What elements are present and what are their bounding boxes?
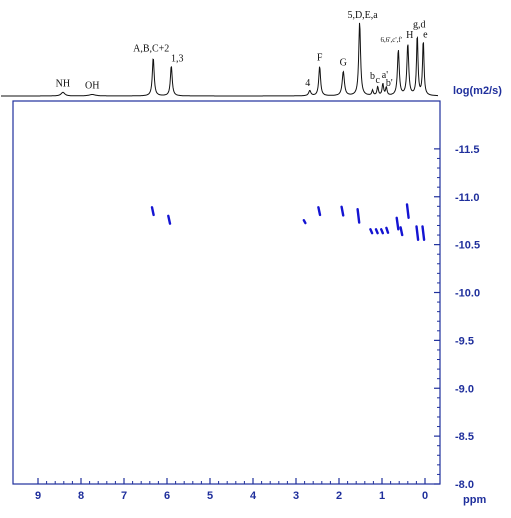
cross-peaks <box>150 203 426 242</box>
y-axis-ticks: -11.5 -11.0 -10.5 -10.0 -9.5 -9.0 -8.5 -8.0 <box>434 144 480 491</box>
x-tick-label: 1 <box>379 490 385 502</box>
cross-peak <box>380 228 384 235</box>
peak-label: b' <box>386 78 393 89</box>
cross-peak <box>317 206 322 217</box>
x-tick-label: 3 <box>293 490 299 502</box>
peak-label: b <box>370 71 375 82</box>
spectrum-1d-projection <box>1 22 438 97</box>
peak-label: OH <box>85 81 99 92</box>
y-tick-label: -9.5 <box>455 335 474 347</box>
y-axis-title: log(m2/s) <box>453 85 502 97</box>
y-tick-label: -11.0 <box>455 192 479 204</box>
y-tick-label: -8.5 <box>455 431 474 443</box>
cross-peak <box>356 207 361 224</box>
x-tick-label: 9 <box>35 490 41 502</box>
peak-label: A,B,C+2 <box>133 44 169 55</box>
spectrum-trace <box>1 22 438 97</box>
y-tick-label: -9.0 <box>455 383 474 395</box>
peak-label: 5,D,E,a <box>347 10 378 21</box>
peak-label: 6,6',c',f' <box>381 36 402 44</box>
peak-label: c <box>375 75 380 86</box>
y-tick-label: -10.5 <box>455 240 480 252</box>
peak-label: g,d <box>413 19 426 30</box>
x-tick-label: 7 <box>121 490 127 502</box>
cross-peak <box>369 228 374 235</box>
cross-peak <box>385 226 390 234</box>
cross-peak <box>150 206 155 217</box>
plot-border <box>12 100 441 485</box>
peak-label: 1,3 <box>171 54 184 65</box>
peak-label: G <box>340 58 347 69</box>
cross-peak <box>302 218 307 225</box>
peak-labels: NH OH A,B,C+21,3 4 F G 5,D,E,a b c a'b' 6,6',c',f'… <box>56 10 428 92</box>
plot-frame <box>12 100 441 485</box>
cross-peak <box>374 228 379 235</box>
cross-peak <box>395 216 400 231</box>
cross-peak <box>340 205 345 217</box>
peak-label: F <box>317 52 323 63</box>
x-tick-label: 6 <box>164 490 170 502</box>
y-tick-label: -11.5 <box>455 144 479 156</box>
y-tick-label: -10.0 <box>455 288 480 300</box>
cross-peak <box>399 226 404 237</box>
peak-label: 4 <box>305 78 310 89</box>
peak-label: a' <box>382 70 388 81</box>
cross-peak <box>167 214 172 225</box>
x-tick-label: 4 <box>250 490 257 502</box>
x-tick-label: 8 <box>78 490 84 502</box>
cross-peak <box>415 225 420 242</box>
cross-peak <box>405 203 410 220</box>
x-tick-label: 2 <box>336 490 342 502</box>
x-axis-ticks: 9 8 7 6 5 4 3 2 1 0 <box>35 478 428 502</box>
x-tick-label: 5 <box>207 490 213 502</box>
cross-peak <box>421 225 426 242</box>
peak-label: e <box>423 30 428 41</box>
y-tick-label: -8.0 <box>455 479 474 491</box>
x-axis-title: ppm <box>463 494 486 506</box>
x-tick-label: 0 <box>422 490 428 502</box>
peak-label: NH <box>56 78 70 89</box>
peak-label: H <box>406 30 413 41</box>
